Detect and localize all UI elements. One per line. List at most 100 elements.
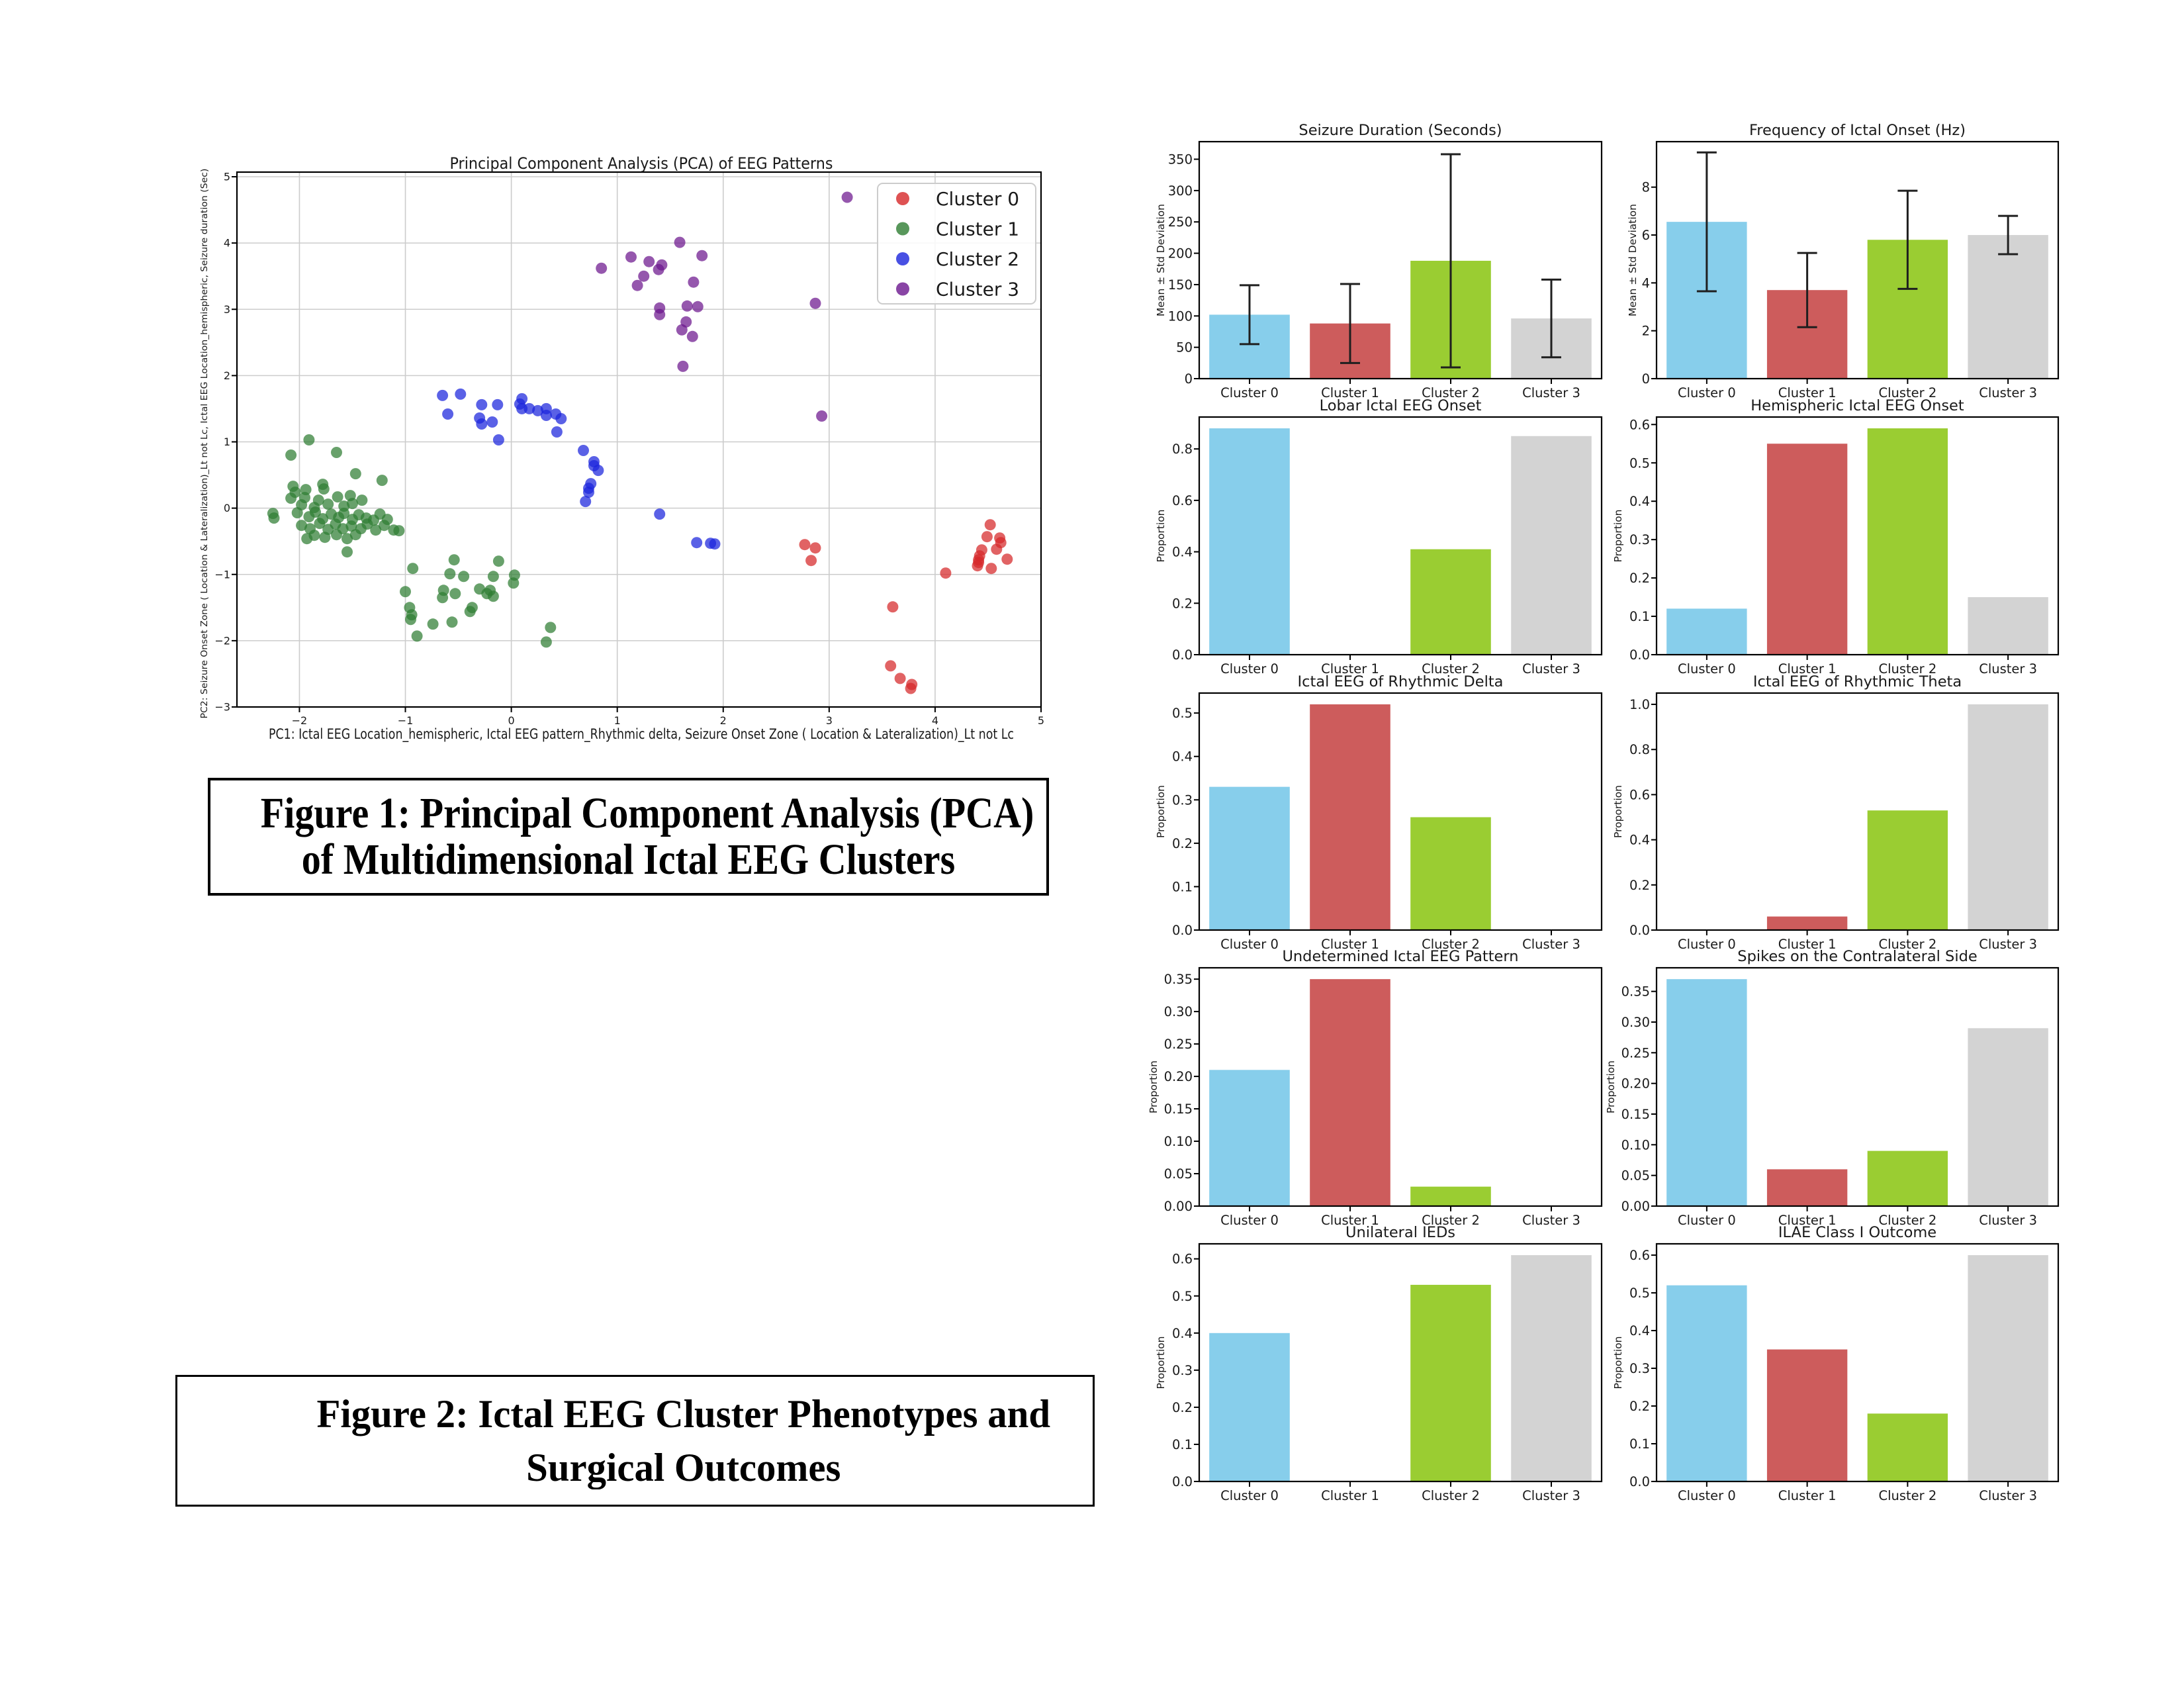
- bar-ytick-label: 0.2: [1172, 596, 1193, 611]
- scatter-point: [476, 399, 488, 410]
- bar-xtick-label: Cluster 3: [1522, 385, 1580, 400]
- bar-ytick-label: 0.5: [1629, 1286, 1650, 1301]
- bar-cluster-0: [1209, 1070, 1290, 1206]
- bar-chart-title: Ictal EEG of Rhythmic Theta: [1753, 673, 1962, 690]
- bar-xtick-label: Cluster 0: [1220, 385, 1279, 400]
- scatter-ytick-label: −1: [214, 568, 230, 581]
- bar-ytick-label: 200: [1168, 246, 1193, 261]
- bar-cluster-2: [1867, 1413, 1948, 1481]
- bar-chart-ylabel: Proportion: [1612, 785, 1624, 838]
- scatter-point: [940, 567, 952, 579]
- bar-cluster-3: [1968, 704, 2048, 930]
- bar-ticks: 0.0 0.1 0.2 0.3 0.4 0.5 Cluster 0 Cluster 1 Clus…: [1172, 706, 1580, 952]
- bar-chart-ylabel: Proportion: [1155, 1336, 1167, 1389]
- scatter-point: [448, 554, 460, 566]
- bar-cluster-3: [1511, 1255, 1592, 1481]
- axes-spines: [1655, 140, 2060, 380]
- scatter-ticks: −2 −1 0 1 2 3 4 5 −3 −2 −1 0 1 2 3 4 5: [214, 171, 1044, 727]
- legend-marker-cluster-0: [896, 192, 909, 205]
- error-bar: [1340, 283, 1360, 364]
- scatter-ytick-label: 2: [224, 369, 230, 382]
- scatter-point: [285, 492, 297, 504]
- scatter-point: [437, 592, 449, 604]
- bar-ytick-label: 0.3: [1172, 1363, 1193, 1378]
- bar-chart-title: Spikes on the Contralateral Side: [1737, 948, 1977, 965]
- bar-chart-title: ILAE Class I Outcome: [1778, 1224, 1936, 1241]
- scatter-point: [985, 563, 997, 575]
- bar-chart-ictal-eeg-rhythmic-delta: 0.0 0.1 0.2 0.3 0.4 0.5 Cluster 0 Cluster 1 Clus…: [1155, 673, 1603, 952]
- bar-ytick-label: 0.2: [1629, 1399, 1650, 1414]
- scatter-point: [492, 434, 504, 445]
- error-bar: [1897, 189, 1918, 290]
- scatter-point: [578, 445, 589, 456]
- bar-ticks: 0.00 0.05 0.10 0.15 0.20 0.25 0.30 0.35 Cluster …: [1621, 984, 2037, 1228]
- bar-cluster-2: [1867, 428, 1948, 655]
- scatter-xtick-label: −1: [398, 714, 414, 727]
- scatter-point: [291, 507, 303, 519]
- bar-xtick-label: Cluster 2: [1878, 1488, 1936, 1503]
- bar-cluster-2: [1410, 549, 1491, 655]
- bar-ticks: 0 2 4 6 8 Cluster 0 Cluster 1 Cluster 2 Cluster …: [1642, 180, 2037, 400]
- scatter-ytick-label: 4: [224, 237, 230, 250]
- scatter-point: [691, 537, 703, 549]
- axes-spines: [236, 171, 1042, 708]
- scatter-point: [301, 533, 313, 545]
- bar-xtick-label: Cluster 3: [1522, 661, 1580, 677]
- bar-ytick-label: 0.6: [1629, 417, 1650, 432]
- bar-cluster-0: [1666, 1285, 1747, 1481]
- bar-ytick-label: 0.20: [1621, 1076, 1650, 1092]
- bar-ytick-label: 0.0: [1172, 1474, 1193, 1489]
- bar-ytick-label: 0: [1185, 371, 1193, 387]
- bar-ytick-label: 8: [1642, 180, 1650, 195]
- bar-ytick-label: 0.2: [1629, 878, 1650, 893]
- axes-spines: [1198, 1243, 1603, 1483]
- scatter-series-cluster-2: [437, 388, 721, 550]
- bar-ticks: 0.0 0.2 0.4 0.6 0.8 Cluster 0 Cluster 1 Cluster…: [1172, 442, 1580, 677]
- scatter-point: [894, 673, 906, 684]
- scatter-point: [991, 543, 1003, 555]
- scatter-point: [331, 447, 342, 458]
- legend-label: Cluster 0: [936, 188, 1019, 210]
- scatter-point: [696, 250, 708, 261]
- bar-xtick-label: Cluster 0: [1220, 1488, 1279, 1503]
- bar-xtick-label: Cluster 1: [1778, 1213, 1837, 1228]
- scatter-point: [455, 388, 467, 400]
- scatter-point: [692, 301, 704, 312]
- bar-xtick-label: Cluster 2: [1422, 1213, 1480, 1228]
- bar-ytick-label: 6: [1642, 228, 1650, 243]
- scatter-point: [361, 518, 373, 530]
- scatter-point: [319, 532, 331, 543]
- bar-xtick-label: Cluster 0: [1678, 385, 1736, 400]
- bar-cluster-0: [1209, 1333, 1290, 1481]
- scatter-series-cluster-1: [267, 434, 557, 648]
- bar-ticks: 0.0 0.2 0.4 0.6 0.8 1.0 Cluster 0 Cluster 1 Clus…: [1629, 697, 2037, 952]
- scatter-point: [310, 506, 321, 518]
- scatter-ytick-label: −2: [214, 634, 230, 647]
- bar-chart-hemispheric-ictal-eeg-onset: 0.0 0.1 0.2 0.3 0.4 0.5 0.6 Cluster 0 Cluster 1 C…: [1612, 397, 2060, 677]
- bar-ytick-label: 300: [1168, 183, 1193, 199]
- bar-cluster-2: [1867, 1150, 1948, 1206]
- bar-chart-ylabel: Proportion: [1155, 510, 1167, 563]
- bar-ytick-label: 0.2: [1172, 1400, 1193, 1415]
- scatter-xtick-label: −2: [292, 714, 308, 727]
- bar-xtick-label: Cluster 3: [1979, 385, 2037, 400]
- scatter-point: [332, 491, 343, 503]
- bar-xtick-label: Cluster 3: [1522, 937, 1580, 952]
- bar-xtick-label: Cluster 1: [1321, 661, 1379, 677]
- bar-chart-ylabel: Proportion: [1605, 1060, 1617, 1113]
- bar-ytick-label: 0.05: [1621, 1168, 1650, 1184]
- scatter-point: [972, 560, 983, 572]
- scatter-point: [349, 468, 361, 480]
- bar-ytick-label: 0.8: [1629, 742, 1650, 757]
- bar-xtick-label: Cluster 3: [1979, 937, 2037, 952]
- scatter-point: [492, 399, 504, 410]
- bar-ytick-label: 0.15: [1621, 1107, 1650, 1122]
- scatter-point: [347, 498, 358, 510]
- bar-ytick-label: 1.0: [1629, 697, 1650, 712]
- bar-chart-ictal-eeg-rhythmic-theta: 0.0 0.2 0.4 0.6 0.8 1.0 Cluster 0 Cluster 1 Clus…: [1612, 673, 2060, 952]
- scatter-point: [446, 616, 458, 628]
- scatter-point: [393, 525, 405, 537]
- bar-chart-ylabel: Proportion: [1612, 510, 1624, 563]
- scatter-point: [442, 408, 454, 420]
